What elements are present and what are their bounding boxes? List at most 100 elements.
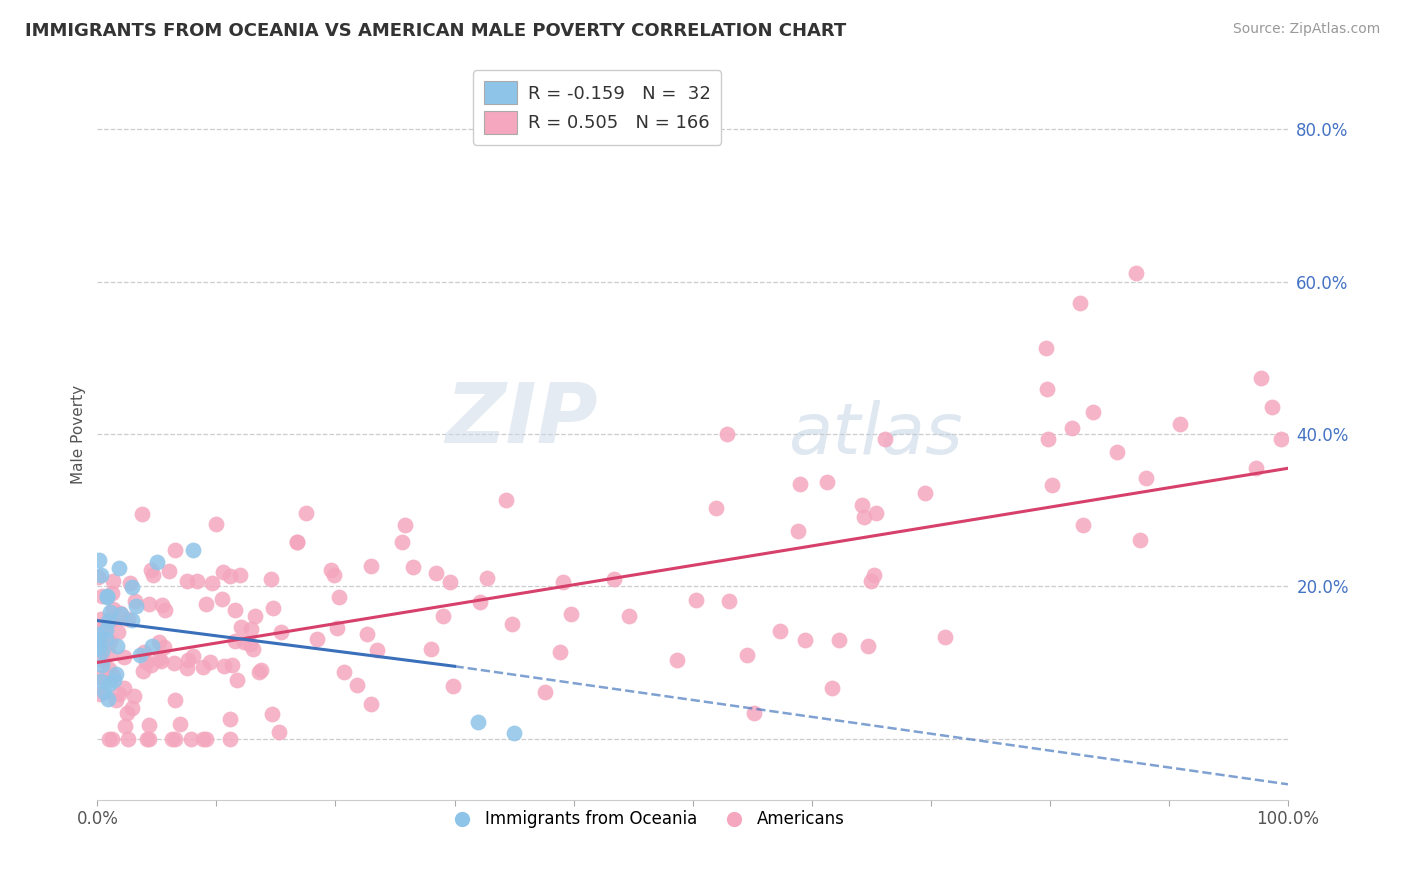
- Point: [1073, 517, 1095, 532]
- Point: [142, 568, 165, 582]
- Point: [121, 613, 143, 627]
- Point: [96, 590, 118, 604]
- Point: [439, 575, 461, 590]
- Point: [1270, 432, 1292, 446]
- Point: [548, 645, 571, 659]
- Point: [617, 609, 640, 624]
- Text: atlas: atlas: [787, 400, 963, 468]
- Point: [495, 493, 517, 508]
- Point: [239, 637, 262, 651]
- Point: [769, 624, 792, 638]
- Point: [112, 649, 135, 664]
- Point: [828, 633, 851, 648]
- Point: [742, 706, 765, 721]
- Point: [269, 724, 291, 739]
- Point: [101, 602, 124, 616]
- Point: [148, 651, 170, 665]
- Point: [108, 606, 131, 620]
- Point: [1129, 533, 1152, 548]
- Point: [856, 639, 879, 653]
- Point: [177, 653, 200, 667]
- Point: [89, 687, 111, 701]
- Point: [129, 648, 152, 663]
- Point: [260, 572, 283, 586]
- Point: [165, 731, 187, 746]
- Point: [211, 591, 233, 606]
- Point: [191, 660, 214, 674]
- Text: Source: ZipAtlas.com: Source: ZipAtlas.com: [1233, 22, 1381, 37]
- Point: [150, 598, 173, 612]
- Point: [305, 632, 328, 646]
- Point: [153, 640, 176, 655]
- Point: [97, 614, 120, 628]
- Point: [87, 670, 110, 684]
- Point: [356, 626, 378, 640]
- Point: [1244, 461, 1267, 475]
- Point: [1035, 341, 1057, 355]
- Point: [108, 561, 131, 575]
- Point: [180, 731, 202, 746]
- Point: [1040, 478, 1063, 492]
- Point: [1105, 445, 1128, 459]
- Point: [477, 571, 499, 585]
- Point: [219, 712, 242, 726]
- Point: [86, 626, 108, 640]
- Point: [551, 575, 574, 590]
- Point: [1261, 400, 1284, 414]
- Point: [470, 595, 492, 609]
- Point: [101, 586, 124, 600]
- Point: [243, 609, 266, 624]
- Point: [333, 665, 356, 679]
- Point: [104, 693, 127, 707]
- Point: [165, 693, 187, 707]
- Point: [200, 655, 222, 669]
- Point: [420, 642, 443, 657]
- Point: [101, 574, 124, 589]
- Point: [260, 707, 283, 722]
- Point: [98, 731, 121, 746]
- Point: [262, 601, 284, 615]
- Point: [138, 718, 160, 732]
- Point: [1135, 471, 1157, 485]
- Point: [124, 593, 146, 607]
- Point: [97, 662, 120, 676]
- Point: [319, 563, 342, 577]
- Point: [432, 609, 454, 624]
- Point: [366, 642, 388, 657]
- Point: [117, 612, 139, 626]
- Point: [270, 624, 292, 639]
- Point: [138, 731, 160, 746]
- Point: [124, 599, 146, 614]
- Point: [97, 677, 120, 691]
- Point: [666, 653, 689, 667]
- Point: [360, 558, 382, 573]
- Point: [104, 667, 127, 681]
- Point: [141, 639, 163, 653]
- Point: [212, 566, 235, 580]
- Point: [323, 567, 346, 582]
- Point: [176, 574, 198, 589]
- Point: [97, 692, 120, 706]
- Point: [1060, 421, 1083, 435]
- Point: [346, 677, 368, 691]
- Point: [402, 560, 425, 574]
- Point: [467, 714, 489, 729]
- Point: [233, 635, 256, 649]
- Point: [285, 535, 308, 549]
- Point: [135, 731, 157, 746]
- Point: [163, 542, 186, 557]
- Point: [186, 574, 208, 588]
- Point: [90, 644, 112, 658]
- Point: [425, 566, 447, 581]
- Point: [131, 507, 153, 521]
- Point: [914, 486, 936, 500]
- Point: [89, 635, 111, 649]
- Point: [96, 590, 118, 604]
- Point: [108, 688, 131, 702]
- Point: [117, 731, 139, 746]
- Point: [100, 605, 122, 619]
- Point: [863, 567, 886, 582]
- Point: [135, 655, 157, 669]
- Point: [1036, 383, 1059, 397]
- Point: [138, 597, 160, 611]
